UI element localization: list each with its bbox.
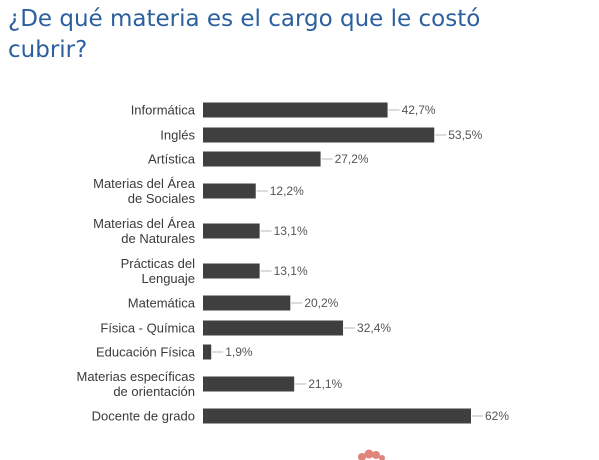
value-label-0: 42,7%	[402, 103, 436, 117]
bar-8	[203, 344, 212, 360]
bar-5	[203, 263, 260, 279]
value-label-10: 62%	[485, 409, 509, 423]
chart-title: ¿De qué materia es el cargo que le costó…	[8, 6, 481, 63]
category-label-4: Materias del Área de Naturales	[93, 216, 196, 246]
value-label-1: 53,5%	[448, 128, 482, 142]
value-label-3: 12,2%	[270, 184, 304, 198]
category-label-6: Matemática	[128, 296, 196, 311]
bar-10	[203, 408, 471, 424]
category-label-1: Inglés	[160, 128, 195, 143]
value-label-9: 21,1%	[308, 377, 342, 391]
category-label-0: Informática	[131, 103, 196, 118]
bar-2	[203, 151, 321, 167]
value-label-6: 20,2%	[304, 296, 338, 310]
category-label-2: Artística	[148, 152, 196, 167]
category-label-8: Educación Física	[96, 345, 196, 360]
value-label-4: 13,1%	[274, 224, 308, 238]
bar-3	[203, 183, 256, 199]
bar-6	[203, 295, 291, 311]
category-label-3: Materias del Área de Sociales	[93, 176, 196, 206]
category-label-7: Física - Química	[100, 321, 195, 336]
bar-1	[203, 127, 435, 143]
category-label-9: Materias específicas de orientación	[77, 369, 196, 399]
bar-9	[203, 376, 295, 392]
value-label-2: 27,2%	[335, 152, 369, 166]
bar-0	[203, 102, 388, 118]
logo-icon	[358, 449, 385, 460]
bar-7	[203, 320, 344, 336]
value-label-5: 13,1%	[274, 264, 308, 278]
value-label-7: 32,4%	[357, 321, 391, 335]
value-label-8: 1,9%	[225, 345, 253, 359]
category-label-5: Prácticas del Lenguaje	[121, 256, 196, 286]
bars-layer: 42,7% Informática 53,5% Inglés 27,2% Artístic…	[77, 102, 509, 424]
bar-4	[203, 223, 260, 239]
category-label-10: Docente de grado	[92, 409, 195, 424]
